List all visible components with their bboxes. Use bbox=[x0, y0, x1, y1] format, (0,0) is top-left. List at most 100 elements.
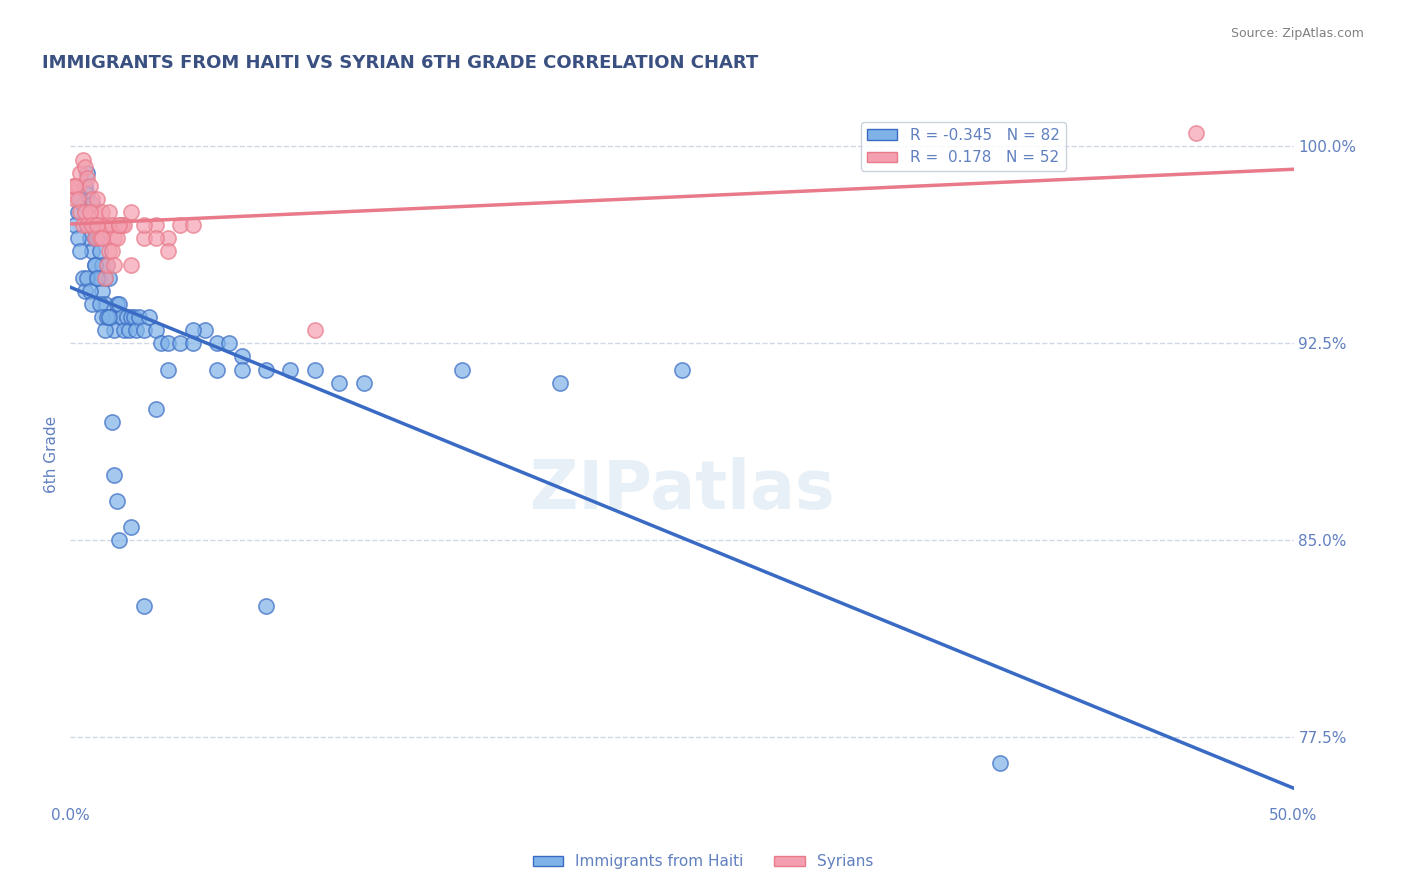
Point bbox=[105, 297, 128, 311]
Text: ZIPatlas: ZIPatlas bbox=[530, 457, 834, 523]
Point bbox=[328, 376, 350, 390]
Point bbox=[671, 362, 693, 376]
Point bbox=[69, 205, 91, 219]
Point bbox=[86, 231, 108, 245]
Point bbox=[86, 270, 108, 285]
Point bbox=[103, 231, 125, 245]
Point bbox=[91, 231, 114, 245]
Point bbox=[83, 231, 105, 245]
Point bbox=[111, 218, 134, 232]
Point bbox=[96, 258, 118, 272]
Point bbox=[145, 401, 167, 416]
Point bbox=[83, 218, 105, 232]
Point bbox=[63, 218, 86, 232]
Point bbox=[450, 362, 472, 376]
Point bbox=[89, 270, 111, 285]
Point bbox=[157, 244, 180, 259]
Point bbox=[121, 205, 143, 219]
Point bbox=[82, 218, 104, 232]
Point bbox=[304, 323, 326, 337]
Point bbox=[157, 362, 180, 376]
Point bbox=[82, 192, 104, 206]
Point bbox=[73, 205, 96, 219]
Point bbox=[280, 362, 302, 376]
Point bbox=[86, 270, 108, 285]
Point bbox=[98, 270, 121, 285]
Text: Source: ZipAtlas.com: Source: ZipAtlas.com bbox=[1230, 27, 1364, 40]
Text: IMMIGRANTS FROM HAITI VS SYRIAN 6TH GRADE CORRELATION CHART: IMMIGRANTS FROM HAITI VS SYRIAN 6TH GRAD… bbox=[42, 54, 758, 71]
Point bbox=[101, 244, 124, 259]
Point bbox=[103, 467, 125, 482]
Legend: Immigrants from Haiti, Syrians: Immigrants from Haiti, Syrians bbox=[526, 848, 880, 875]
Point bbox=[231, 362, 253, 376]
Point bbox=[72, 197, 94, 211]
Point bbox=[145, 218, 167, 232]
Point bbox=[115, 310, 138, 324]
Point bbox=[66, 205, 89, 219]
Point bbox=[98, 310, 121, 324]
Point bbox=[121, 520, 143, 534]
Point bbox=[89, 231, 111, 245]
Point bbox=[86, 218, 108, 232]
Point bbox=[1184, 126, 1206, 140]
Point bbox=[63, 178, 86, 193]
Point bbox=[132, 323, 155, 337]
Point bbox=[69, 244, 91, 259]
Point bbox=[76, 186, 98, 201]
Point bbox=[181, 218, 204, 232]
Point bbox=[82, 197, 104, 211]
Point bbox=[72, 153, 94, 167]
Point bbox=[254, 599, 277, 613]
Point bbox=[93, 270, 115, 285]
Point bbox=[145, 323, 167, 337]
Point bbox=[108, 533, 131, 548]
Point bbox=[205, 336, 228, 351]
Point bbox=[73, 161, 96, 175]
Point bbox=[96, 258, 118, 272]
Point bbox=[66, 231, 89, 245]
Point bbox=[96, 218, 118, 232]
Point bbox=[83, 258, 105, 272]
Point bbox=[157, 231, 180, 245]
Point bbox=[98, 205, 121, 219]
Point bbox=[89, 218, 111, 232]
Point bbox=[66, 192, 89, 206]
Point bbox=[194, 323, 217, 337]
Point bbox=[83, 258, 105, 272]
Point bbox=[79, 205, 101, 219]
Point bbox=[76, 170, 98, 185]
Point bbox=[353, 376, 375, 390]
Point bbox=[69, 192, 91, 206]
Point bbox=[76, 166, 98, 180]
Point bbox=[82, 244, 104, 259]
Point bbox=[169, 336, 191, 351]
Point bbox=[63, 192, 86, 206]
Point bbox=[132, 218, 155, 232]
Point bbox=[79, 284, 101, 298]
Point bbox=[132, 231, 155, 245]
Point bbox=[105, 231, 128, 245]
Point bbox=[149, 336, 172, 351]
Point bbox=[76, 218, 98, 232]
Point bbox=[132, 599, 155, 613]
Point bbox=[72, 218, 94, 232]
Point bbox=[86, 192, 108, 206]
Point bbox=[76, 270, 98, 285]
Point bbox=[108, 218, 131, 232]
Point bbox=[82, 297, 104, 311]
Point bbox=[103, 258, 125, 272]
Point bbox=[231, 350, 253, 364]
Point bbox=[73, 178, 96, 193]
Point bbox=[101, 415, 124, 429]
Point bbox=[181, 336, 204, 351]
Point bbox=[73, 284, 96, 298]
Point bbox=[112, 218, 135, 232]
Point bbox=[101, 218, 124, 232]
Point bbox=[122, 310, 145, 324]
Point bbox=[91, 205, 114, 219]
Point bbox=[93, 297, 115, 311]
Point bbox=[96, 310, 118, 324]
Point bbox=[548, 376, 571, 390]
Legend: R = -0.345   N = 82, R =  0.178   N = 52: R = -0.345 N = 82, R = 0.178 N = 52 bbox=[860, 121, 1066, 171]
Point bbox=[157, 336, 180, 351]
